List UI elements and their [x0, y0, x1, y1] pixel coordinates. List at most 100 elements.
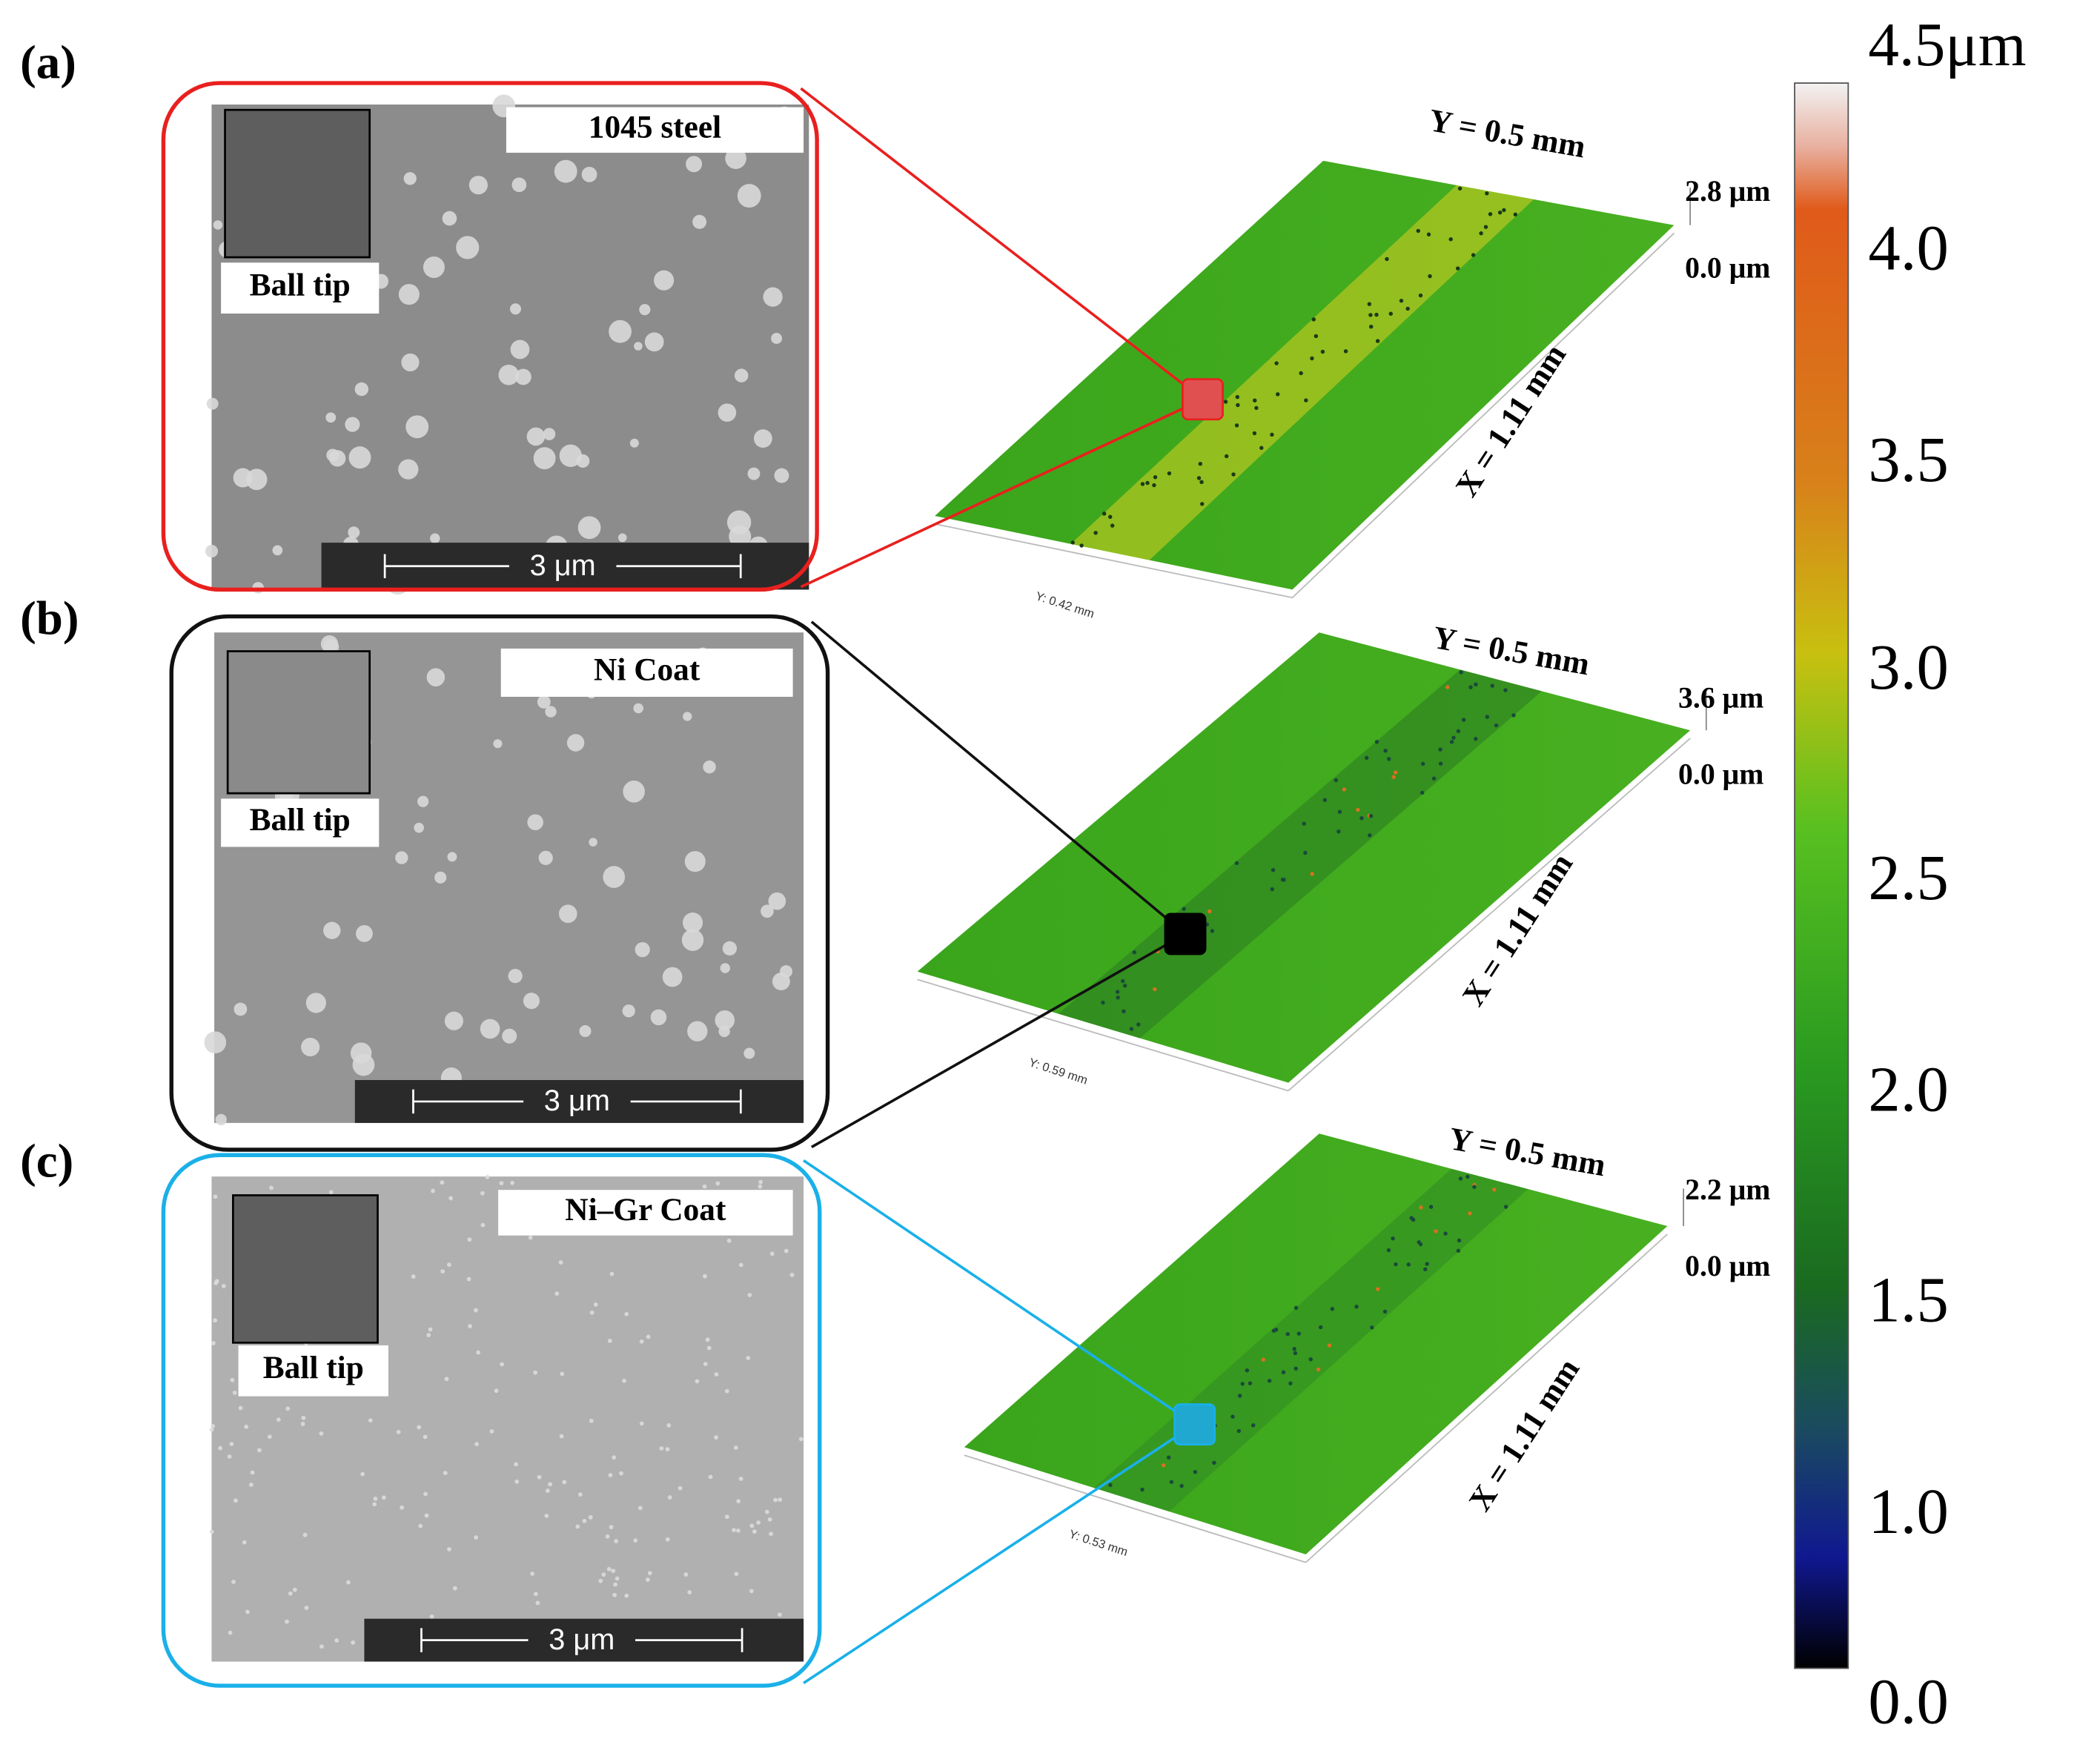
particle	[209, 1529, 214, 1534]
particle	[232, 1390, 237, 1395]
particle	[396, 1429, 401, 1434]
wear-debris	[1468, 1211, 1472, 1216]
z-min: 0.0 μm	[1685, 251, 1770, 284]
wear-debris	[1152, 483, 1156, 488]
particle	[285, 1406, 291, 1411]
particle	[533, 1370, 537, 1375]
particle	[566, 734, 585, 752]
particle	[423, 256, 445, 278]
particle	[703, 1274, 707, 1279]
wear-debris	[1503, 688, 1508, 692]
particle	[554, 159, 577, 183]
particle	[637, 1506, 643, 1511]
axis-edge	[1291, 232, 1675, 598]
particle	[614, 1539, 619, 1543]
particle	[575, 1524, 580, 1529]
particle	[452, 1586, 457, 1591]
particle	[211, 1341, 216, 1345]
particle	[444, 1377, 449, 1382]
particle	[442, 211, 457, 226]
particle	[345, 417, 360, 432]
wear-debris	[1406, 1262, 1411, 1267]
particle	[581, 167, 597, 182]
wear-debris	[1336, 829, 1341, 834]
inset-image	[232, 1194, 379, 1344]
y-axis-label: Y: 0.53 mm	[1067, 1528, 1130, 1560]
particle	[606, 1566, 612, 1572]
particle	[346, 1580, 351, 1585]
particle	[530, 1572, 535, 1576]
particle	[607, 1338, 612, 1343]
wear-debris	[1236, 403, 1240, 408]
wear-debris	[1367, 302, 1372, 306]
wear-debris	[1196, 476, 1202, 480]
particle	[603, 866, 626, 888]
particle	[734, 1572, 739, 1577]
wear-debris	[1276, 392, 1280, 397]
wear-debris	[1375, 339, 1380, 343]
colorbar-tick-label: 4.5μm	[1868, 10, 2026, 79]
particle	[554, 1291, 560, 1296]
z-max: 2.2 μm	[1685, 1173, 1770, 1206]
wear-debris	[1458, 1176, 1463, 1181]
particle	[245, 1609, 250, 1615]
particle	[348, 526, 360, 539]
particle	[319, 1644, 324, 1649]
z-min: 0.0 μm	[1678, 758, 1763, 791]
wear-debris	[1280, 877, 1285, 882]
sample-name: 1045 steel	[589, 109, 721, 145]
particle	[417, 1425, 422, 1430]
panel-label: (b)	[20, 592, 79, 646]
wear-debris	[1129, 1027, 1134, 1031]
particle	[489, 1429, 494, 1434]
particle	[213, 220, 223, 230]
particle	[715, 1181, 721, 1186]
wear-debris	[1483, 225, 1488, 229]
particle	[622, 1378, 626, 1383]
wear-debris	[1169, 1480, 1174, 1484]
wear-debris	[1479, 231, 1483, 236]
particle	[320, 635, 339, 653]
particle	[753, 429, 772, 448]
particle	[738, 1262, 743, 1268]
wear-debris	[1322, 798, 1328, 802]
wear-debris	[1199, 480, 1204, 484]
wear-debris	[1513, 212, 1518, 217]
wear-debris	[1193, 1469, 1198, 1474]
wear-debris	[1343, 349, 1348, 354]
inset-label: Ball tip	[250, 268, 351, 303]
wear-debris	[1273, 1328, 1279, 1332]
wear-debris	[1310, 356, 1314, 361]
particle	[686, 156, 703, 173]
inset-label-box	[221, 262, 380, 314]
particle	[560, 1371, 565, 1377]
particle	[414, 822, 424, 833]
wear-debris	[1356, 807, 1360, 812]
particle	[634, 342, 643, 351]
particle	[558, 1260, 563, 1265]
particle	[773, 1497, 778, 1503]
wear-debris	[1136, 1022, 1141, 1027]
wear-debris	[1497, 210, 1503, 215]
particle	[665, 1537, 670, 1542]
wear-debris	[1419, 1205, 1423, 1210]
particle	[352, 1053, 375, 1076]
particle	[466, 1276, 471, 1282]
colorbar-tick-label: 1.5	[1868, 1264, 1948, 1335]
wear-debris	[1337, 809, 1342, 814]
particle	[798, 1437, 804, 1442]
wear-debris	[1108, 1483, 1113, 1488]
particle	[732, 1528, 736, 1532]
wear-debris	[1293, 1351, 1298, 1356]
particle	[702, 1184, 707, 1189]
wear-debris	[1122, 1009, 1126, 1013]
colorbar-tick-label: 3.5	[1868, 424, 1948, 495]
particle	[714, 1435, 718, 1440]
particle	[206, 397, 219, 410]
wear-debris	[1425, 1262, 1429, 1266]
wear-debris	[1428, 1205, 1434, 1209]
particle	[684, 851, 706, 872]
particle	[447, 1547, 451, 1551]
particle	[743, 1047, 755, 1059]
wear-debris	[1342, 787, 1347, 792]
